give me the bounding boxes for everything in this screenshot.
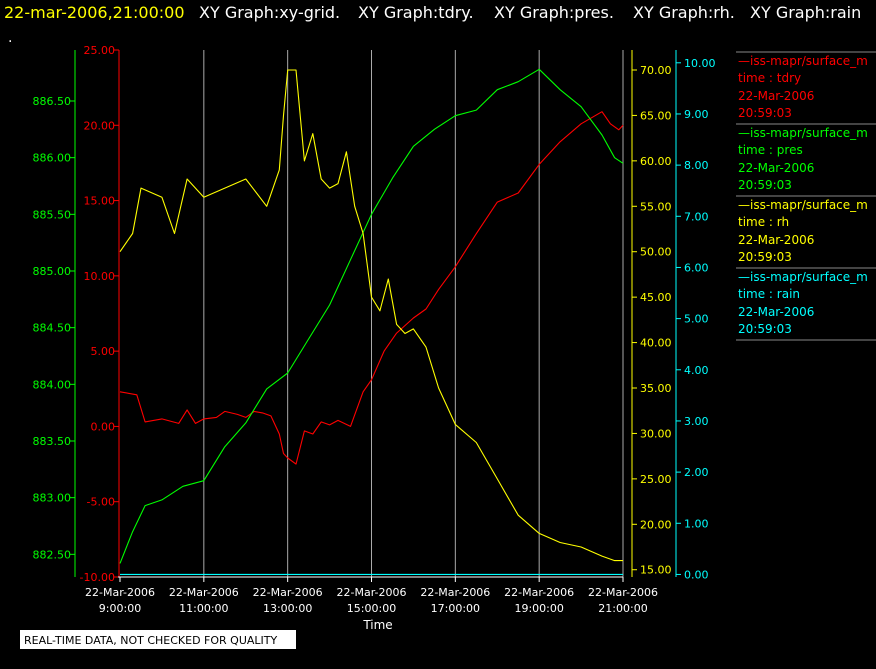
rain-tick-label: 8.00 [684,159,709,172]
rh-tick-label: 45.00 [640,291,672,304]
rh-tick-label: 20.00 [640,518,672,531]
legend-time: 20:59:03 [738,322,792,336]
tdry-tick-label: 20.00 [84,119,116,132]
rain-tick-label: 6.00 [684,261,709,274]
tdry-tick-label: 5.00 [91,345,116,358]
x-tick-date: 22-Mar-2006 [337,586,407,599]
tdry-tick-label: -5.00 [87,496,115,509]
x-tick-time: 11:00:00 [179,602,228,615]
header-title-tdry: XY Graph:tdry. [358,3,474,22]
x-tick-date: 22-Mar-2006 [588,586,658,599]
legend-date: 22-Mar-2006 [738,305,814,319]
pres-tick-label: 882.50 [33,548,72,561]
pres-tick-label: 886.00 [33,152,72,165]
pres-tick-label: 884.00 [33,378,72,391]
pres-tick-label: 884.50 [33,322,72,335]
notice-text: REAL-TIME DATA, NOT CHECKED FOR QUALITY [24,634,278,647]
rain-tick-label: 7.00 [684,210,709,223]
rh-tick-label: 25.00 [640,473,672,486]
x-tick-time: 19:00:00 [514,602,563,615]
rh-tick-label: 30.00 [640,427,672,440]
x-tick-date: 22-Mar-2006 [420,586,490,599]
pres-tick-label: 885.00 [33,265,72,278]
x-tick-time: 21:00:00 [598,602,647,615]
rh-tick-label: 55.00 [640,200,672,213]
header-title-rain: XY Graph:rain [750,3,861,22]
series-tdry [119,111,624,465]
x-tick-time: 15:00:00 [347,602,396,615]
x-tick-date: 22-Mar-2006 [85,586,155,599]
legend-date: 22-Mar-2006 [738,161,814,175]
legend-source: —iss-mapr/surface_m [738,198,868,212]
legend-time: 20:59:03 [738,178,792,192]
pres-tick-label: 885.50 [33,208,72,221]
legend-source: —iss-mapr/surface_m [738,270,868,284]
rain-tick-label: 10.00 [684,57,716,70]
header-timestamp: 22-mar-2006,21:00:00 [4,3,185,22]
legend-source: —iss-mapr/surface_m [738,54,868,68]
header-dot: . [8,30,12,46]
rh-tick-label: 40.00 [640,337,672,350]
tdry-tick-label: 25.00 [84,44,116,57]
x-tick-time: 17:00:00 [431,602,480,615]
rain-tick-label: 1.00 [684,517,709,530]
tdry-tick-label: 10.00 [84,270,116,283]
x-axis: 22-Mar-2006 9:00:00 22-Mar-2006 11:00:00 22-… [85,576,658,615]
rain-tick-label: 5.00 [684,313,709,326]
pres-tick-label: 883.00 [33,492,72,505]
legend-field: time : pres [738,143,803,157]
rh-tick-label: 60.00 [640,155,672,168]
notice-box [20,630,296,649]
legend-date: 22-Mar-2006 [738,89,814,103]
x-tick-date: 22-Mar-2006 [169,586,239,599]
x-tick-date: 22-Mar-2006 [253,586,323,599]
tdry-tick-label: -10.00 [80,571,115,584]
legend-date: 22-Mar-2006 [738,233,814,247]
series-rh [119,69,623,562]
rh-tick-label: 35.00 [640,382,672,395]
rain-tick-label: 4.00 [684,364,709,377]
legend-time: 20:59:03 [738,106,792,120]
x-axis-label: Time [362,618,392,632]
rh-tick-label: 50.00 [640,246,672,259]
legend-source: —iss-mapr/surface_m [738,126,868,140]
grid-layer [203,50,624,577]
rh-tick-label: 15.00 [640,564,672,577]
tdry-tick-label: 0.00 [91,420,116,433]
x-tick-date: 22-Mar-2006 [504,586,574,599]
rain-tick-label: 3.00 [684,415,709,428]
legend-time: 20:59:03 [738,250,792,264]
legend-field: time : rain [738,287,800,301]
series-layer [119,68,624,575]
x-tick-time: 9:00:00 [99,602,141,615]
header-title-pres: XY Graph:pres. [494,3,614,22]
legend-field: time : rh [738,215,789,229]
rh-tick-label: 65.00 [640,109,672,122]
axis-layer: 882.50 883.00 883.50 884.00 884.50 885.00 885.… [33,44,716,584]
rain-tick-label: 9.00 [684,108,709,121]
rh-tick-label: 70.00 [640,64,672,77]
x-tick-time: 13:00:00 [263,602,312,615]
pres-tick-label: 886.50 [33,95,72,108]
header-title-rh: XY Graph:rh. [633,3,735,22]
pres-tick-label: 883.50 [33,435,72,448]
header-title-xy-grid: XY Graph:xy-grid. [199,3,340,22]
rain-tick-label: 2.00 [684,466,709,479]
series-pres [119,68,624,564]
tdry-tick-label: 15.00 [84,195,116,208]
legend-field: time : tdry [738,71,801,85]
rain-tick-label: 0.00 [684,568,709,581]
